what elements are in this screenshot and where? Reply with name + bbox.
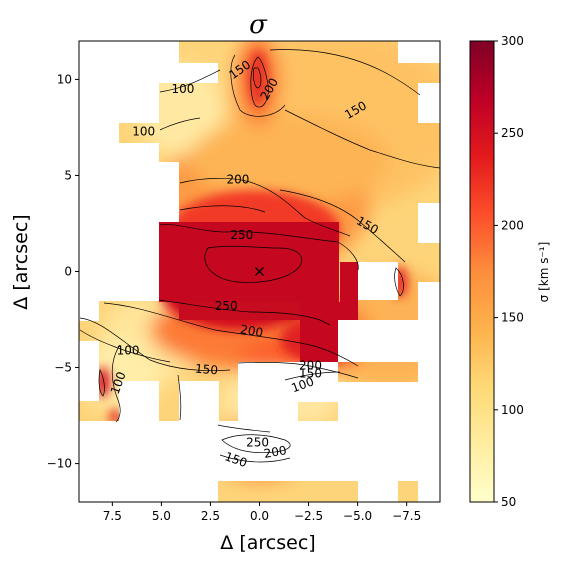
colorbar-label: σ [km s⁻¹] [537,242,551,303]
contour-line [103,302,359,367]
center-marker: × [253,262,266,281]
x-tick-label: 0.0 [250,509,269,523]
contour-line [159,117,201,131]
x-axis-label: Δ [arcsec] [220,532,315,554]
contour-line [279,189,406,263]
chart-title: σ [249,10,268,40]
contour-line [98,368,105,397]
contour-line [159,224,359,271]
colorbar-tick-label: 100 [501,403,524,417]
contour-line [217,424,271,433]
x-tick-label: 5.0 [152,509,171,523]
colorbar: 50 100 150 200 250 300 σ [km s⁻¹] [469,34,551,509]
contour-line [79,329,171,363]
contour-line [284,109,440,169]
contour-line [79,317,231,372]
x-tick-label: −2.5 [294,509,323,523]
x-tick-label: 7.5 [103,509,122,523]
contour-label: 250 [230,228,253,242]
sigma-map [79,41,440,502]
contour-label: 200 [239,322,264,340]
y-tick-label: 5 [64,168,72,182]
colorbar-ticks: 50 100 150 200 250 300 [494,34,524,509]
contour-label: 200 [226,172,249,186]
colorbar-tick-label: 150 [501,311,524,325]
y-axis: 10 5 0 −5 −10 [47,72,79,471]
contour-line [394,267,404,297]
contour-label: 150 [299,366,322,380]
x-tick-label: 2.5 [201,509,220,523]
contour-line [179,177,351,237]
contour-line [230,54,286,117]
contour-line [221,434,291,454]
contour-line [179,205,266,213]
contour-line [111,344,121,423]
contour-label: 250 [215,299,238,313]
contour-line [177,374,182,421]
contour-line [253,67,262,89]
colorbar-tick-label: 300 [501,34,524,48]
contour-line [269,49,421,96]
contour-label: 100 [172,82,195,96]
contour-line [284,371,341,381]
x-tick-label: −7.5 [392,509,421,523]
y-tick-label: 10 [57,72,72,86]
contour-line [204,245,302,283]
x-axis: 7.5 5.0 2.5 0.0 −2.5 −5.0 −7.5 [103,502,421,523]
x-tick-label: −5.0 [343,509,372,523]
colorbar-gradient [469,40,495,503]
contour-label: 150 [195,361,219,377]
colorbar-tick-label: 200 [501,218,524,232]
contour-line [250,56,269,108]
contour-label: 250 [246,435,269,449]
contour-line [159,69,221,93]
colorbar-tick-label: 50 [501,495,516,509]
y-tick-label: 0 [64,265,72,279]
contour-lines [79,49,440,463]
y-tick-label: −5 [54,361,72,375]
contour-label: 100 [117,343,140,357]
contour-label: 100 [132,124,155,138]
colorbar-tick-label: 250 [501,126,524,140]
contour-label: 200 [299,359,322,373]
y-tick-label: −10 [47,457,72,471]
contour-line [158,299,331,326]
y-axis-label: Δ [arcsec] [10,214,32,309]
contour-line [237,362,359,379]
contour-line [219,454,291,463]
contour-label: 200 [263,443,288,461]
